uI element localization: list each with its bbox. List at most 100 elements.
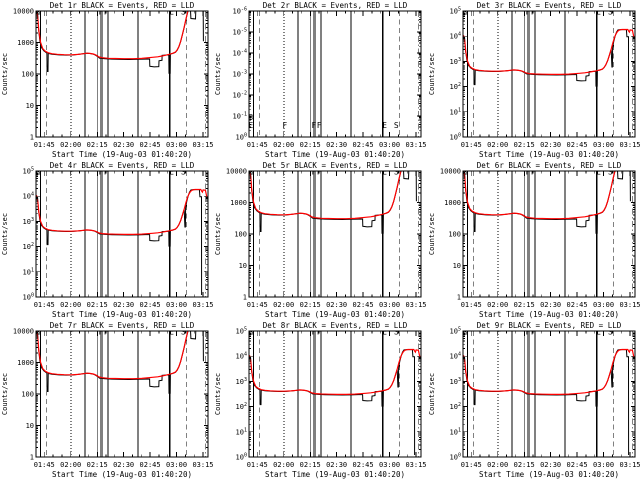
y-tick-label: 10-6 [233, 7, 247, 16]
x-tick-label: 02:15 [514, 301, 535, 309]
flag-letter-S: S [608, 328, 613, 337]
panel-title: Det 3r BLACK = Events, RED = LLD [477, 1, 622, 10]
plot-box [35, 330, 209, 458]
x-tick-label: 03:00 [593, 461, 614, 469]
y-axis-title: Counts/sec [214, 213, 222, 255]
flag-letter-E: E [462, 168, 467, 177]
y-tick-label: 100 [21, 391, 34, 399]
x-tick-label: 02:45 [353, 141, 374, 149]
x-tick-label: 02:00 [487, 461, 508, 469]
flag-letter-F: F [496, 168, 501, 177]
x-tick-label: 03:00 [166, 141, 187, 149]
panel-det-1: SEFFFES11010010001000001:4502:0002:1502:… [1, 1, 214, 159]
flag-letter-F: F [69, 168, 74, 177]
x-tick-label: 03:00 [593, 141, 614, 149]
plot-box [248, 330, 422, 458]
y-tick-label: 104 [23, 192, 34, 201]
x-tick-label: 02:15 [300, 141, 321, 149]
plot-box [462, 10, 636, 138]
flag-letter-S: S [462, 168, 467, 177]
x-tick-label: 02:30 [326, 301, 347, 309]
x-tick-label: 03:15 [619, 461, 640, 469]
panel-title: Det 9r BLACK = Events, RED = LLD [477, 321, 622, 330]
flag-letter-F: F [312, 121, 317, 130]
x-tick-label: 01:45 [247, 301, 268, 309]
panel-title: Det 5r BLACK = Events, RED = LLD [263, 161, 408, 170]
y-tick-label: 1 [30, 134, 34, 142]
y-axis-title: Counts/sec [214, 373, 222, 415]
y-tick-label: 1000 [230, 199, 247, 207]
y-tick-label: 101 [236, 427, 247, 436]
y-tick-label: 101 [450, 427, 461, 436]
x-tick-label: 02:00 [273, 301, 294, 309]
y-tick-label: 102 [450, 402, 461, 411]
flag-letter-F: F [312, 328, 317, 337]
flag-letter-F: F [69, 328, 74, 337]
x-tick-label: 02:45 [567, 301, 588, 309]
x-tick-label: 02:45 [567, 461, 588, 469]
x-tick-label: 01:45 [461, 301, 482, 309]
panel-det-3: SEFFFES10010110210310410501:4502:0002:15… [428, 1, 640, 159]
x-tick-label: 01:45 [247, 461, 268, 469]
y-tick-label: 10 [26, 422, 34, 430]
flag-letter-F: F [282, 121, 287, 130]
flag-letter-E: E [35, 168, 40, 177]
events-curve [463, 171, 631, 234]
x-tick-label: 02:15 [300, 461, 321, 469]
x-axis-title: Start Time (19-Aug-03 01:40:20) [479, 310, 619, 319]
y-tick-label: 10-3 [233, 70, 247, 79]
y-tick-label: 104 [236, 352, 247, 361]
flag-letter-E: E [35, 8, 40, 17]
x-tick-label: 02:45 [140, 141, 161, 149]
lld-curve [463, 348, 635, 396]
panel-title: Det 6r BLACK = Events, RED = LLD [477, 161, 622, 170]
lld-curve [36, 331, 189, 380]
panel-det-6: SEFFFES11010010001000001:4502:0002:1502:… [428, 161, 640, 319]
events-curve [36, 11, 204, 74]
y-tick-label: 105 [236, 327, 247, 336]
panel-title: Det 4r BLACK = Events, RED = LLD [50, 161, 195, 170]
x-tick-label: 03:00 [379, 141, 400, 149]
panel-title: Det 7r BLACK = Events, RED = LLD [50, 321, 195, 330]
y-axis-title: Counts/sec [428, 373, 436, 415]
x-tick-label: 01:45 [461, 141, 482, 149]
y-tick-label: 10 [453, 262, 461, 270]
flag-letter-F: F [317, 328, 322, 337]
y-tick-label: 101 [450, 107, 461, 116]
y-tick-label: 1000 [17, 359, 34, 367]
x-tick-label: 03:15 [192, 301, 213, 309]
x-tick-label: 03:00 [166, 461, 187, 469]
x-tick-label: 02:15 [300, 301, 321, 309]
y-tick-label: 102 [236, 402, 247, 411]
plot-box [35, 170, 209, 298]
y-tick-label: 100 [236, 453, 247, 462]
y-tick-label: 10000 [440, 168, 461, 176]
x-tick-label: 03:15 [619, 301, 640, 309]
events-curve [249, 349, 416, 456]
x-axis-title: Start Time (19-Aug-03 01:40:20) [52, 310, 192, 319]
y-tick-label: 10000 [13, 328, 34, 336]
x-tick-label: 02:30 [540, 301, 561, 309]
panel-det-7: SEFFFES11010010001000001:4502:0002:1502:… [1, 321, 214, 479]
y-tick-label: 100 [236, 133, 247, 142]
flag-letter-F: F [99, 328, 104, 337]
y-tick-label: 103 [23, 217, 34, 226]
y-tick-label: 10000 [226, 168, 247, 176]
flag-letter-F: F [104, 328, 109, 337]
x-tick-label: 02:00 [487, 301, 508, 309]
panel-det-8: SEFFFES10010110210310410501:4502:0002:15… [214, 321, 427, 479]
x-tick-label: 02:00 [60, 141, 81, 149]
x-tick-label: 02:15 [87, 301, 108, 309]
x-tick-label: 03:15 [405, 141, 426, 149]
y-tick-label: 105 [450, 327, 461, 336]
flag-letter-F: F [496, 8, 501, 17]
y-tick-label: 103 [236, 377, 247, 386]
plot-box [35, 10, 209, 138]
y-axis-title: Counts/sec [428, 53, 436, 95]
y-axis-title: Counts/sec [214, 53, 222, 95]
flag-letter-S: S [181, 168, 186, 177]
